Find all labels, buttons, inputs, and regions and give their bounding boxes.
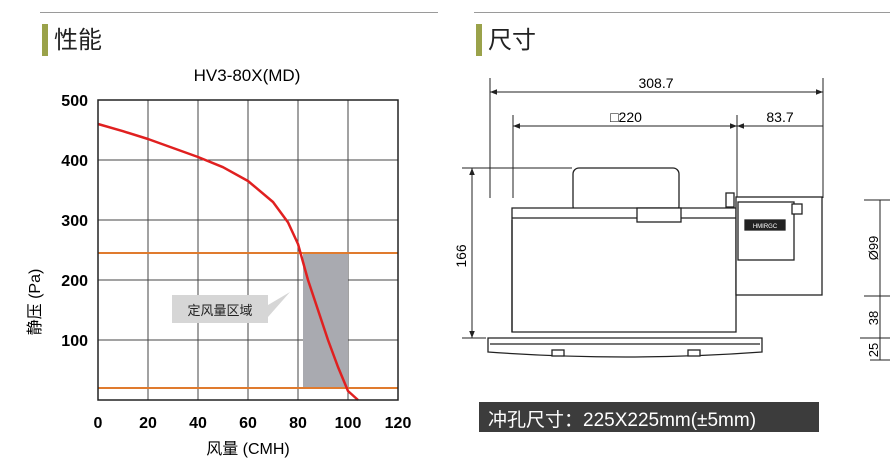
dim-38-label: 38 — [866, 311, 881, 325]
grille-panel — [487, 337, 763, 358]
brand-plate-label: HMIRGC — [753, 224, 778, 230]
brand-plate — [744, 219, 786, 231]
dim-right-lines — [860, 199, 890, 361]
dim-height-label: 166 — [453, 244, 469, 268]
dim-height — [462, 167, 572, 339]
dim-body-width-label: □220 — [610, 109, 642, 125]
x-tick-label: 20 — [139, 415, 157, 432]
header-rule — [474, 12, 890, 13]
performance-section-header: 性能 — [0, 12, 440, 58]
dimensions-heading: 尺寸 — [488, 26, 536, 54]
x-tick-label: 0 — [94, 415, 103, 432]
punch-hole-note: 冲孔尺寸：225X225mm(±5mm) — [479, 402, 819, 432]
callout-label: 定风量区域 — [187, 303, 252, 318]
dim-overall-width-label: 308.7 — [638, 75, 673, 91]
fan-unit-outline — [511, 167, 823, 333]
dim-overall-width — [489, 78, 824, 198]
chart-grid — [98, 100, 398, 400]
y-tick-label: 300 — [61, 213, 88, 230]
callout-box — [172, 292, 290, 323]
performance-heading: 性能 — [54, 26, 102, 54]
rated-band-annotation: 定风量区域 — [172, 292, 290, 323]
header-rule — [40, 12, 438, 13]
header-accent-bar — [476, 24, 482, 56]
chart-title: HV3-80X(MD) — [194, 66, 301, 85]
punch-hole-text: 冲孔尺寸：225X225mm(±5mm) — [488, 410, 757, 431]
x-tick-label: 60 — [239, 415, 257, 432]
pressure-curve — [97, 122, 359, 401]
dimensions-section-header: 尺寸 — [440, 12, 890, 58]
y-tick-label: 100 — [61, 333, 88, 350]
y-tick-labels: 100 200 300 400 500 — [61, 93, 88, 350]
header-accent-bar — [42, 24, 48, 56]
x-tick-label: 40 — [189, 415, 207, 432]
main-body — [511, 207, 737, 333]
chart-series — [97, 122, 359, 401]
terminal-box — [737, 201, 795, 261]
performance-chart: HV3-80X(MD) 0 20 40 60 80 100 120 100 200 300 400… — [26, 66, 412, 458]
y-axis-label: 静压 (Pa) — [26, 269, 44, 336]
dim-body-width — [512, 115, 738, 198]
dim-side-width-label: 83.7 — [766, 109, 793, 125]
y-tick-label: 200 — [61, 273, 88, 290]
y-tick-label: 500 — [61, 93, 88, 110]
dim-25-label: 25 — [866, 343, 881, 357]
x-tick-label: 100 — [335, 415, 362, 432]
plot-border — [97, 99, 399, 401]
dim-duct-diameter-label: Ø99 — [866, 236, 881, 261]
x-tick-labels: 0 20 40 60 80 100 120 — [94, 415, 412, 432]
x-tick-label: 120 — [385, 415, 412, 432]
rated-band-fill — [303, 253, 348, 388]
x-axis-label: 风量 (CMH) — [206, 441, 290, 458]
chart-frame — [97, 99, 399, 401]
y-tick-label: 400 — [61, 153, 88, 170]
x-tick-label: 80 — [289, 415, 307, 432]
dimension-drawing: 308.7 □220 83.7 166 HMIRGC — [453, 75, 890, 361]
motor-housing — [572, 167, 680, 213]
